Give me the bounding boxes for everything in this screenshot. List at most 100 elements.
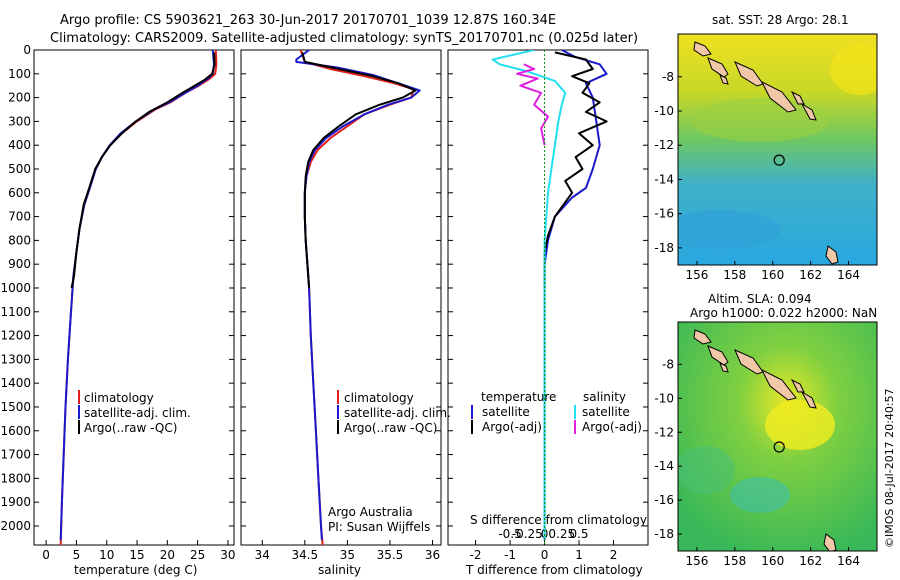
map-lat-label: -14 <box>654 172 674 186</box>
legend-label: satellite <box>582 405 630 419</box>
y-tick-label: 500 <box>8 162 31 176</box>
sst-map-frame <box>677 33 878 266</box>
x-tick-label: 0 <box>541 548 549 562</box>
sla-map-title-2: Argo h1000: 0.022 h2000: NaN <box>690 306 877 320</box>
salinity-legend: climatology satellite-adj. clim. Argo(..… <box>337 390 451 435</box>
map-lon-label: 156 <box>685 268 708 282</box>
legend-label: Argo(-adj) <box>582 420 642 434</box>
map-lat-label: -16 <box>654 207 674 221</box>
x-tick-label: 34 <box>255 548 270 562</box>
series-line <box>59 50 215 541</box>
y-tick-label: 2000 <box>0 519 31 533</box>
y-tick-label: 600 <box>8 186 31 200</box>
sst-map-title: sat. SST: 28 Argo: 28.1 <box>712 13 849 27</box>
x-tick-label: -2 <box>470 548 482 562</box>
map-lon-label: 160 <box>761 554 784 568</box>
header-line-2: Climatology: CARS2009. Satellite-adjuste… <box>50 31 638 46</box>
y-tick-label: 1700 <box>0 448 31 462</box>
sla-map-title-1: Altim. SLA: 0.094 <box>708 292 812 306</box>
y-tick-label: 1000 <box>0 281 31 295</box>
salinity-plot-frame <box>240 49 442 546</box>
x-tick-label: 34.5 <box>291 548 318 562</box>
y-tick-label: 700 <box>8 210 31 224</box>
x-tick-label: 20 <box>160 548 175 562</box>
temperature-plot-frame <box>33 49 235 546</box>
map-lat-label: -18 <box>654 527 674 541</box>
legend-label: satellite <box>482 405 530 419</box>
island-outline <box>693 329 817 409</box>
y-tick-label: 1800 <box>0 471 31 485</box>
y-tick-label: 1900 <box>0 495 31 509</box>
map-lon-label: 160 <box>761 268 784 282</box>
x-tick-label: 25 <box>190 548 205 562</box>
y-tick-label: 1200 <box>0 329 31 343</box>
map-lon-label: 158 <box>723 554 746 568</box>
x-tick-label: 35.5 <box>377 548 404 562</box>
y-tick-label: 0 <box>23 43 31 57</box>
map-lat-label: -12 <box>654 138 674 152</box>
legend-label: climatology <box>84 391 154 405</box>
imos-timestamp-stamp: ©IMOS 08-Jul-2017 20:40:57 <box>883 388 896 548</box>
pi-annotation: PI: Susan Wijffels <box>328 520 430 534</box>
y-tick-label: 900 <box>8 257 31 271</box>
map-lon-label: 162 <box>799 554 822 568</box>
series-line <box>491 50 567 541</box>
y-tick-label: 200 <box>8 91 31 105</box>
map-lat-label: -10 <box>654 104 674 118</box>
x-tick-label: 5 <box>73 548 81 562</box>
header-line-1: Argo profile: CS 5903621_263 30-Jun-2017… <box>60 13 556 28</box>
map-lat-label: -14 <box>654 459 674 473</box>
x-tick-label: -1 <box>504 548 516 562</box>
map-lat-label: -8 <box>662 70 674 84</box>
x-tick-label: 30 <box>220 548 235 562</box>
x-tick-label: 36 <box>425 548 440 562</box>
argo-australia-annotation: Argo Australia <box>328 505 413 519</box>
x-tick-label: 10 <box>99 548 114 562</box>
series-line <box>70 52 216 289</box>
sla-map-frame <box>677 321 878 552</box>
salinity-axis-label: salinity <box>318 563 361 577</box>
series-line <box>543 50 608 541</box>
series-line <box>295 50 421 541</box>
series-line <box>301 52 417 289</box>
map-lat-label: -18 <box>654 241 674 255</box>
y-tick-label: 1400 <box>0 376 31 390</box>
x-tick-label: 0 <box>42 548 50 562</box>
sla-map-field <box>678 322 877 551</box>
s-diff-tick-label: -0.25 <box>512 527 543 541</box>
legend-label: climatology <box>344 391 414 405</box>
argo-location-marker <box>773 441 785 453</box>
series-line <box>543 51 608 288</box>
map-lat-label: -10 <box>654 391 674 405</box>
s-diff-tick-label: -0.5 <box>498 527 521 541</box>
map-lon-label: 158 <box>723 268 746 282</box>
legend-temperature-title: temperature <box>481 390 556 404</box>
y-tick-label: 1100 <box>0 305 31 319</box>
y-tick-label: 1500 <box>0 400 31 414</box>
y-tick-label: 800 <box>8 233 31 247</box>
map-lat-label: -16 <box>654 493 674 507</box>
difference-plot-frame <box>447 49 649 546</box>
map-lat-label: -8 <box>662 357 674 371</box>
s-diff-tick-label: 0.25 <box>548 527 575 541</box>
t-difference-axis-label: T difference from climatology <box>465 563 643 577</box>
legend-label: Argo(..raw -QC) <box>84 421 177 435</box>
map-lon-label: 164 <box>837 554 860 568</box>
s-difference-axis-label: S difference from climatology <box>470 513 647 527</box>
map-lon-label: 164 <box>837 268 860 282</box>
y-tick-label: 400 <box>8 138 31 152</box>
x-tick-label: 1 <box>575 548 583 562</box>
argo-location-marker <box>773 154 785 166</box>
x-tick-label: 35 <box>340 548 355 562</box>
y-tick-label: 1300 <box>0 352 31 366</box>
legend-label: Argo(..raw -QC) <box>344 421 437 435</box>
temperature-axis-label: temperature (deg C) <box>74 563 197 577</box>
legend-label: Argo(-adj) <box>482 420 542 434</box>
legend-salinity-title: salinity <box>583 390 626 404</box>
map-lat-label: -12 <box>654 425 674 439</box>
series-line <box>59 50 218 545</box>
island-outline <box>693 41 817 121</box>
x-tick-label: 15 <box>129 548 144 562</box>
legend-label: satellite-adj. clim. <box>344 406 451 420</box>
